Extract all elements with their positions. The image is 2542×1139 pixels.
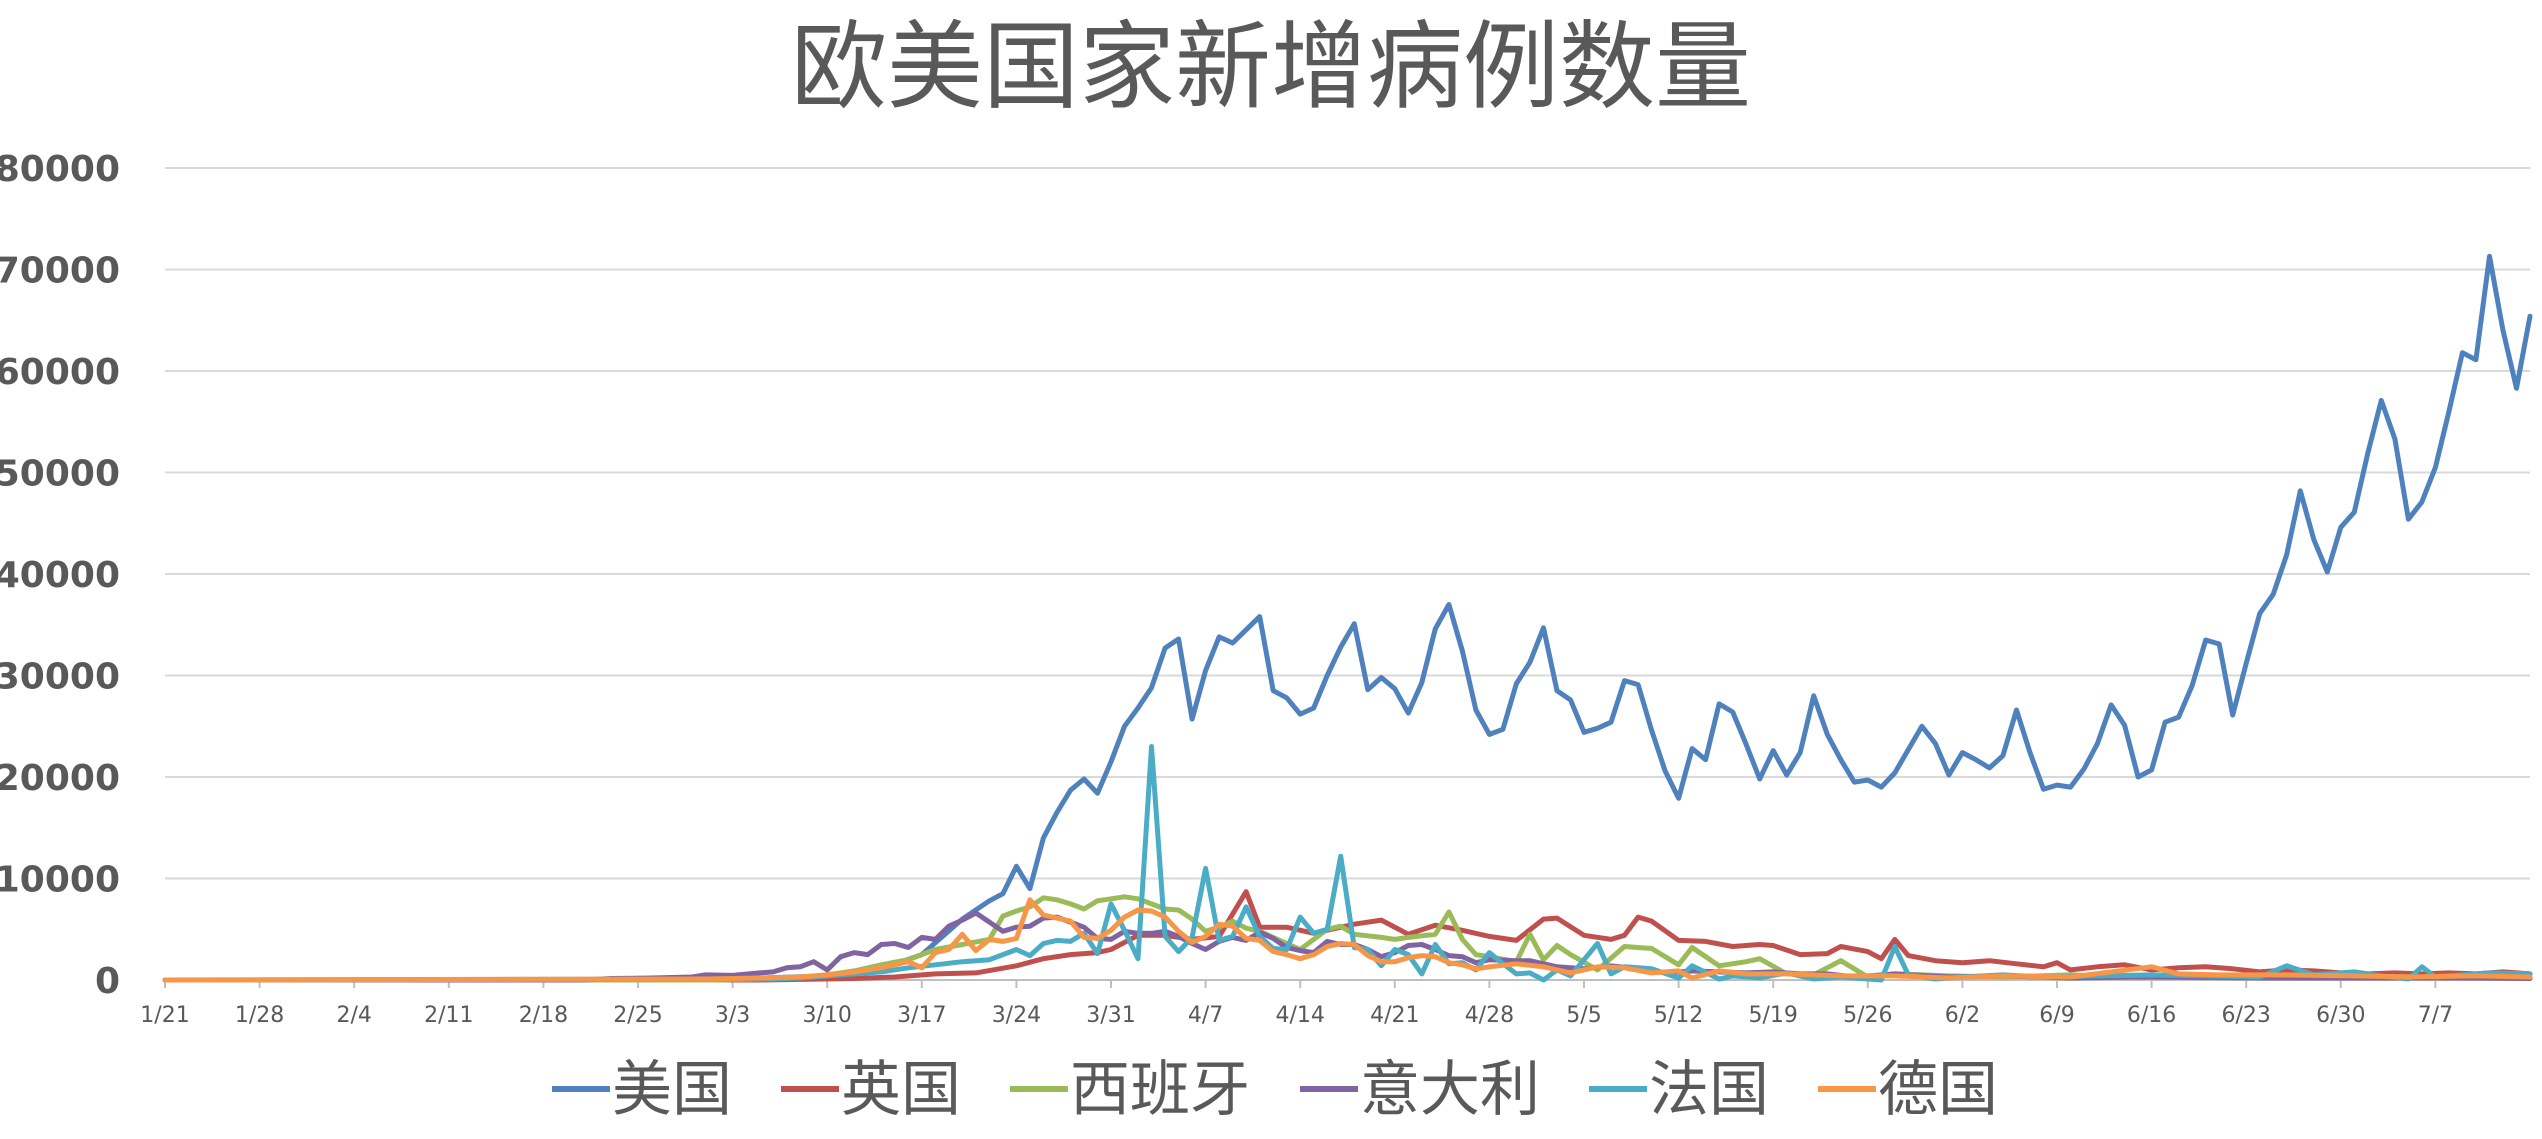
x-tick-label: 5/19 bbox=[1748, 1003, 1797, 1028]
series-line-美国 bbox=[162, 253, 2533, 983]
x-tick-label: 3/3 bbox=[715, 1003, 750, 1028]
chart-title: 欧美国家新增病例数量 bbox=[791, 11, 1751, 123]
x-tick-label: 2/25 bbox=[613, 1003, 662, 1028]
y-tick-label: 70000 bbox=[0, 251, 120, 292]
y-tick-label: 80000 bbox=[0, 149, 120, 190]
x-tick-label: 2/4 bbox=[336, 1003, 371, 1028]
x-tick-label: 1/21 bbox=[140, 1003, 189, 1028]
x-tick-label: 3/17 bbox=[897, 1003, 946, 1028]
y-tick-label: 20000 bbox=[0, 758, 120, 799]
legend-label: 意大利 bbox=[1360, 1055, 1540, 1125]
x-tick-label: 2/11 bbox=[424, 1003, 473, 1028]
x-tick-label: 6/30 bbox=[2316, 1003, 2365, 1028]
x-tick-label: 6/16 bbox=[2127, 1003, 2176, 1028]
legend-label: 美国 bbox=[612, 1055, 732, 1125]
series-line-德国 bbox=[162, 897, 2533, 983]
x-tick-label: 3/10 bbox=[802, 1003, 851, 1028]
x-tick-label: 1/28 bbox=[235, 1003, 284, 1028]
y-tick-label: 50000 bbox=[0, 454, 120, 495]
legend-label: 西班牙 bbox=[1070, 1055, 1250, 1125]
x-tick-label: 4/14 bbox=[1275, 1003, 1324, 1028]
legend-label: 德国 bbox=[1878, 1055, 1998, 1125]
gridlines bbox=[165, 167, 2530, 880]
y-tick-label: 60000 bbox=[0, 352, 120, 393]
legend-item: 美国 bbox=[552, 1055, 732, 1125]
legend-item: 法国 bbox=[1589, 1055, 1769, 1125]
x-tick-label: 4/21 bbox=[1370, 1003, 1419, 1028]
x-tick-label: 6/23 bbox=[2221, 1003, 2270, 1028]
x-axis: 1/21 1/28 2/4 2/11 2/18 2/25 3/3 3/10 3/17 3/24 3/… bbox=[140, 980, 2453, 1028]
legend-label: 法国 bbox=[1649, 1055, 1769, 1125]
x-tick-label: 2/18 bbox=[519, 1003, 568, 1028]
x-tick-label: 7/7 bbox=[2418, 1003, 2453, 1028]
legend-label: 英国 bbox=[841, 1055, 961, 1125]
y-tick-label: 40000 bbox=[0, 555, 120, 596]
plot-area bbox=[162, 253, 2533, 983]
legend-item: 西班牙 bbox=[1010, 1055, 1250, 1125]
legend: 美国 英国 西班牙 意大利 法国 德国 bbox=[552, 1055, 1998, 1125]
y-tick-label: 30000 bbox=[0, 657, 120, 698]
legend-item: 德国 bbox=[1818, 1055, 1998, 1125]
x-tick-label: 5/5 bbox=[1566, 1003, 1601, 1028]
y-axis: 0 10000 20000 30000 40000 50000 60000 70000 8000… bbox=[0, 149, 120, 1002]
x-tick-label: 6/2 bbox=[1945, 1003, 1980, 1028]
x-tick-label: 4/28 bbox=[1465, 1003, 1514, 1028]
x-tick-label: 4/7 bbox=[1188, 1003, 1223, 1028]
x-tick-label: 3/24 bbox=[992, 1003, 1041, 1028]
legend-item: 意大利 bbox=[1300, 1055, 1540, 1125]
x-tick-label: 6/9 bbox=[2039, 1003, 2074, 1028]
y-tick-label: 10000 bbox=[0, 860, 120, 901]
x-tick-label: 5/12 bbox=[1654, 1003, 1703, 1028]
y-tick-label: 0 bbox=[95, 961, 120, 1002]
legend-item: 英国 bbox=[781, 1055, 961, 1125]
x-tick-label: 5/26 bbox=[1843, 1003, 1892, 1028]
x-tick-label: 3/31 bbox=[1086, 1003, 1135, 1028]
